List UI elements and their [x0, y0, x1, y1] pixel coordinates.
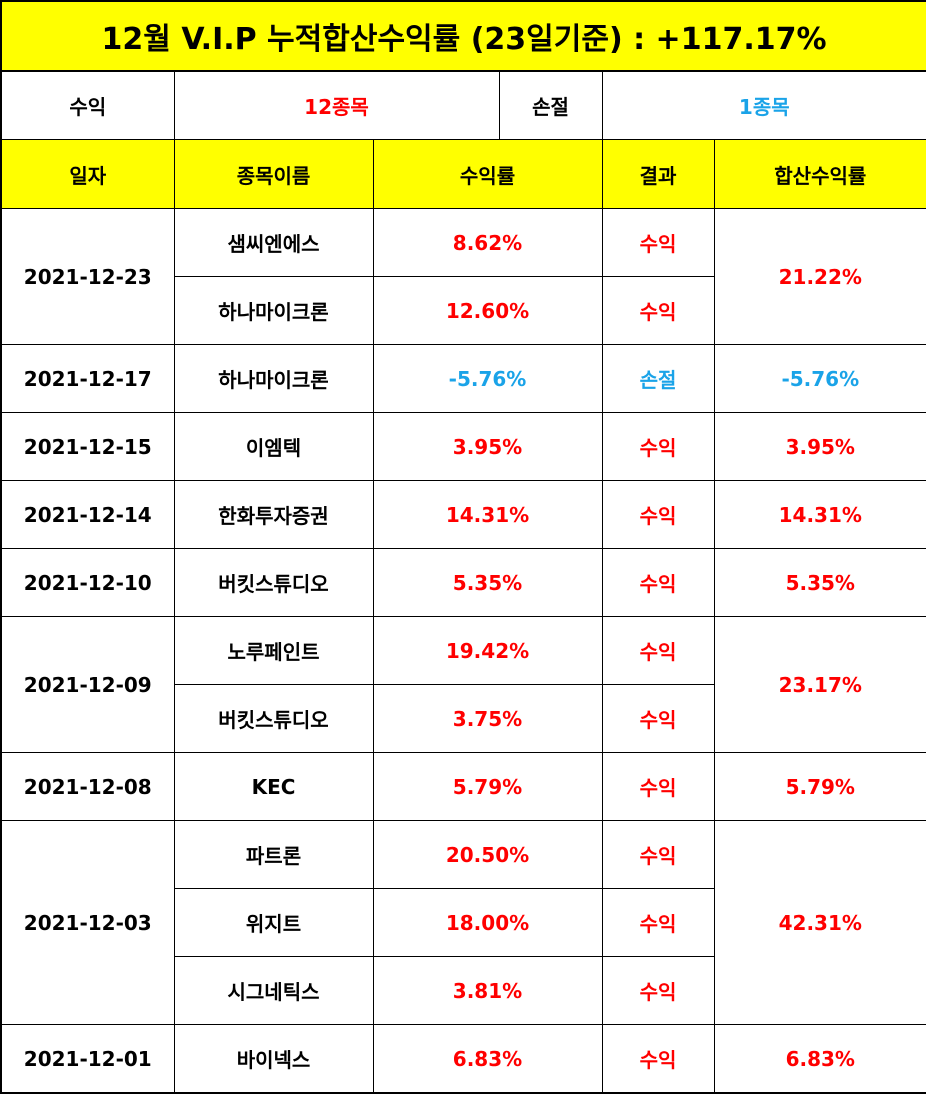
page-title: 12월 V.I.P 누적합산수익률 (23일기준) : +117.17% [0, 0, 926, 72]
date-cell: 2021-12-10 [0, 548, 175, 617]
combined-return-cell: 6.83% [713, 1024, 926, 1094]
stock-name-cell: 하나마이크론 [173, 276, 374, 345]
header-return: 수익률 [372, 139, 603, 209]
return-cell: 3.81% [372, 956, 603, 1025]
date-cell: 2021-12-23 [0, 208, 175, 345]
header-result: 결과 [601, 139, 715, 209]
stock-name-cell: 샘씨엔에스 [173, 208, 374, 277]
stock-name-cell: 바이넥스 [173, 1024, 374, 1094]
result-cell: 수익 [601, 888, 715, 957]
combined-return-cell: 42.31% [713, 820, 926, 1025]
stock-name-cell: 버킷스튜디오 [173, 684, 374, 753]
result-cell: 수익 [601, 1024, 715, 1094]
date-cell: 2021-12-01 [0, 1024, 175, 1094]
table-row: 2021-12-01 바이넥스 6.83% 수익 6.83% [0, 1024, 926, 1094]
combined-return-cell: 21.22% [713, 208, 926, 345]
return-cell: 6.83% [372, 1024, 603, 1094]
result-cell: 수익 [601, 820, 715, 889]
result-cell: 수익 [601, 684, 715, 753]
return-cell: 3.95% [372, 412, 603, 481]
stock-name-cell: 한화투자증권 [173, 480, 374, 549]
return-cell: -5.76% [372, 344, 603, 413]
stock-name-cell: 파트론 [173, 820, 374, 889]
loss-label: 손절 [498, 70, 603, 140]
combined-return-cell: 5.79% [713, 752, 926, 821]
table-row: 2021-12-17 하나마이크론 -5.76% 손절 -5.76% [0, 344, 926, 413]
loss-count: 1종목 [601, 70, 926, 140]
stock-name-cell: 버킷스튜디오 [173, 548, 374, 617]
result-cell: 수익 [601, 616, 715, 685]
profit-label: 수익 [0, 70, 175, 140]
return-cell: 18.00% [372, 888, 603, 957]
result-cell: 수익 [601, 412, 715, 481]
table-row: 2021-12-15 이엠텍 3.95% 수익 3.95% [0, 412, 926, 481]
date-cell: 2021-12-15 [0, 412, 175, 481]
summary-row: 수익 12종목 손절 1종목 [0, 70, 926, 140]
return-cell: 12.60% [372, 276, 603, 345]
header-combined: 합산수익률 [713, 139, 926, 209]
date-cell: 2021-12-08 [0, 752, 175, 821]
table-row: 시그네틱스 3.81% 수익 [1, 956, 926, 1025]
header-stock: 종목이름 [173, 139, 374, 209]
return-cell: 8.62% [372, 208, 603, 277]
result-cell: 손절 [601, 344, 715, 413]
table-row: 2021-12-10 버킷스튜디오 5.35% 수익 5.35% [0, 548, 926, 617]
header-date: 일자 [0, 139, 175, 209]
table-row: 2021-12-23 샘씨엔에스 8.62% 수익 21.22% [0, 208, 926, 345]
result-cell: 수익 [601, 276, 715, 345]
table-row: 2021-12-08 KEC 5.79% 수익 5.79% [0, 752, 926, 821]
result-cell: 수익 [601, 548, 715, 617]
combined-return-cell: -5.76% [713, 344, 926, 413]
stock-name-cell: 위지트 [173, 888, 374, 957]
result-cell: 수익 [601, 480, 715, 549]
table-row: 2021-12-14 한화투자증권 14.31% 수익 14.31% [0, 480, 926, 549]
stock-name-cell: 시그네틱스 [173, 956, 374, 1025]
table-row: 2021-12-09 노루페인트 19.42% 수익 23.17% [0, 616, 926, 753]
date-cell: 2021-12-03 [0, 820, 175, 1025]
combined-return-cell: 3.95% [713, 412, 926, 481]
result-cell: 수익 [601, 208, 715, 277]
date-cell: 2021-12-09 [0, 616, 175, 753]
date-cell: 2021-12-14 [0, 480, 175, 549]
return-cell: 20.50% [372, 820, 603, 889]
return-cell: 3.75% [372, 684, 603, 753]
return-cell: 5.79% [372, 752, 603, 821]
stock-name-cell: 하나마이크론 [173, 344, 374, 413]
result-cell: 수익 [601, 752, 715, 821]
combined-return-cell: 5.35% [713, 548, 926, 617]
stock-name-cell: KEC [173, 752, 374, 821]
combined-return-cell: 14.31% [713, 480, 926, 549]
date-cell: 2021-12-17 [0, 344, 175, 413]
header-row: 일자 종목이름 수익률 결과 합산수익률 [0, 139, 926, 209]
combined-return-cell: 23.17% [713, 616, 926, 753]
title-row: 12월 V.I.P 누적합산수익률 (23일기준) : +117.17% [0, 0, 926, 72]
return-cell: 19.42% [372, 616, 603, 685]
return-cell: 14.31% [372, 480, 603, 549]
profit-count: 12종목 [173, 70, 500, 140]
return-cell: 5.35% [372, 548, 603, 617]
result-cell: 수익 [601, 956, 715, 1025]
stock-name-cell: 이엠텍 [173, 412, 374, 481]
table-row: 2021-12-03 파트론 20.50% 수익 42.31% [0, 820, 926, 1025]
stock-name-cell: 노루페인트 [173, 616, 374, 685]
table-row: 하나마이크론 12.60% 수익 [1, 276, 926, 345]
